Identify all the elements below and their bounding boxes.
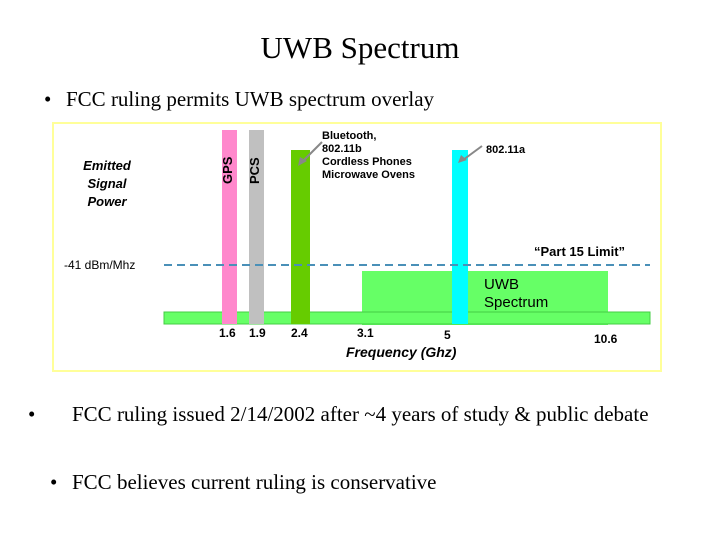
uwb-label-line1: UWB (484, 276, 519, 293)
limit-value-label: -41 dBm/Mhz (64, 258, 136, 272)
bullet-3-text: FCC believes current ruling is conservat… (72, 470, 437, 494)
unii-arrowhead (458, 155, 467, 163)
uwb-label-line2: Spectrum (484, 294, 549, 311)
unii-band (452, 150, 468, 324)
spectrum-svg (163, 130, 651, 325)
ism-label-line3: Cordless Phones (322, 156, 412, 168)
bullet-dot: • (28, 402, 36, 426)
ism-arrowhead (298, 157, 307, 166)
ism-band (291, 150, 310, 324)
gps-label: GPS (220, 156, 235, 184)
y-axis-label-line3: Power (87, 194, 127, 209)
ism-label-line4: Microwave Ovens (322, 169, 415, 181)
ism-label-line2: 802.11b (322, 143, 362, 155)
bullet-dot: • (50, 470, 58, 494)
y-axis-label-line2: Signal (87, 176, 127, 191)
tick-3-1: 3.1 (357, 326, 374, 340)
bullet-dot: • (44, 87, 52, 111)
bullet-1: • FCC ruling permits UWB spectrum overlay (44, 85, 434, 113)
pcs-band (249, 130, 264, 324)
bullet-2-text: FCC ruling issued 2/14/2002 after ~4 yea… (72, 402, 649, 426)
bullet-2: • FCC ruling issued 2/14/2002 after ~4 ye… (28, 400, 712, 428)
pcs-label: PCS (247, 157, 262, 184)
limit-name-label: “Part 15 Limit” (534, 244, 626, 259)
x-axis-label: Frequency (Ghz) (346, 344, 457, 360)
slide-title: UWB Spectrum (260, 30, 460, 65)
y-axis-label: Emitted Signal Power (62, 157, 152, 211)
tick-1-6: 1.6 (219, 326, 236, 340)
tick-1-9: 1.9 (249, 326, 266, 340)
tick-5: 5 (444, 328, 451, 342)
ism-label: Bluetooth, 802.11b Cordless Phones Micro… (322, 130, 415, 182)
uwb-label: UWB Spectrum (484, 276, 548, 312)
baseline-bar (163, 311, 651, 325)
ism-arrow (301, 141, 323, 163)
spectrum-diagram: Emitted Signal Power GPS PCS Bluetooth, … (52, 122, 662, 372)
tick-10-6: 10.6 (594, 332, 618, 346)
bullet-1-text: FCC ruling permits UWB spectrum overlay (66, 87, 435, 111)
ism-label-line1: Bluetooth, (322, 130, 377, 142)
unii-arrow (462, 145, 483, 161)
tick-2-4: 2.4 (291, 326, 308, 340)
bullet-3: • FCC believes current ruling is conserva… (50, 468, 437, 496)
unii-label: 802.11a (486, 144, 526, 156)
gps-band (222, 130, 237, 324)
y-axis-label-line1: Emitted (83, 158, 131, 173)
